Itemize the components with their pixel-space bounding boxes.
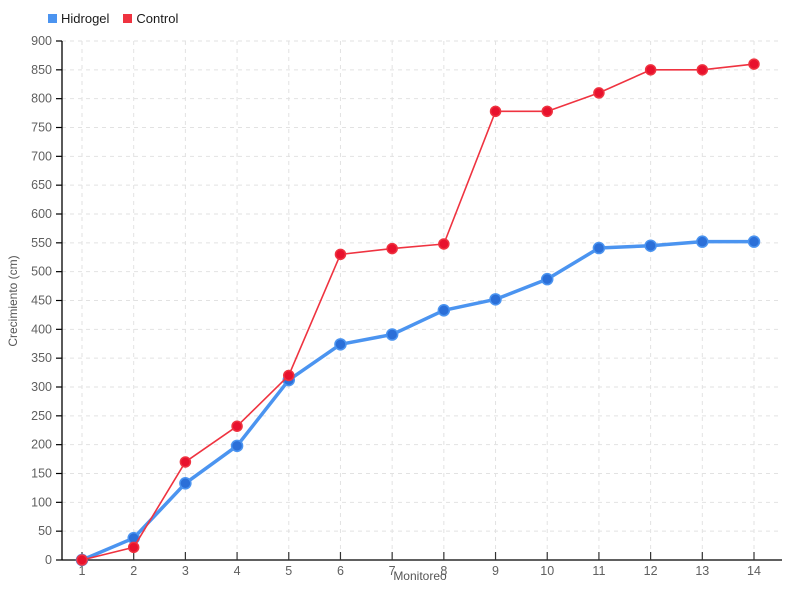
data-point-hidrogel — [489, 293, 502, 306]
data-point-hidrogel — [696, 235, 709, 248]
y-tick-label: 500 — [31, 265, 52, 279]
x-tick-label: 10 — [540, 564, 554, 578]
y-tick-label: 700 — [31, 149, 52, 163]
data-point-control — [386, 242, 398, 255]
legend-label-control: Control — [136, 11, 179, 26]
x-axis-label: Monitoreo — [393, 569, 447, 583]
series-line-hidrogel — [80, 239, 756, 562]
y-tick-label: 600 — [31, 207, 52, 221]
y-tick-label: 350 — [31, 351, 52, 365]
x-tick-label: 12 — [644, 564, 658, 578]
y-tick-label: 650 — [31, 178, 52, 192]
data-point-control — [541, 105, 553, 118]
y-tick-label: 750 — [31, 121, 52, 135]
y-tick-label: 450 — [31, 294, 52, 308]
y-tick-label: 250 — [31, 409, 52, 423]
legend-label-hidrogel: Hidrogel — [61, 11, 110, 26]
legend: Hidrogel Control — [48, 11, 178, 26]
y-tick-label: 150 — [31, 467, 52, 481]
data-point-control — [696, 64, 709, 76]
x-tick-label: 4 — [234, 564, 241, 578]
data-point-hidrogel — [334, 338, 347, 351]
data-point-hidrogel — [179, 477, 192, 490]
x-tick-label: 11 — [592, 564, 605, 578]
y-tick-label: 100 — [31, 495, 52, 509]
x-tick-label: 13 — [695, 564, 709, 578]
x-tick-label: 1 — [79, 564, 86, 578]
data-point-control — [283, 369, 295, 382]
x-tick-label: 3 — [182, 564, 189, 578]
data-point-control — [644, 64, 657, 76]
data-point-control — [593, 87, 605, 99]
x-tick-label: 5 — [285, 564, 292, 578]
x-tick-label: 7 — [389, 564, 396, 578]
y-axis-label: Crecimiento (cm) — [6, 255, 20, 347]
data-point-control — [489, 105, 502, 118]
data-point-hidrogel — [385, 328, 399, 341]
legend-swatch-control-icon — [123, 14, 133, 23]
x-tick-label: 14 — [747, 564, 761, 578]
y-tick-label: 300 — [31, 380, 52, 394]
legend-item-hidrogel: Hidrogel — [48, 11, 109, 26]
y-tick-label: 900 — [31, 34, 52, 48]
y-tick-label: 0 — [45, 553, 52, 567]
x-tick-label: 2 — [130, 564, 137, 578]
y-tick-label: 850 — [31, 63, 52, 77]
data-point-hidrogel — [747, 235, 761, 248]
x-tick-label: 6 — [337, 564, 344, 578]
data-point-control — [76, 554, 88, 566]
x-tick-label: 9 — [492, 564, 499, 578]
y-tick-label: 800 — [31, 92, 52, 106]
data-point-control — [127, 541, 140, 554]
x-tick-label: 8 — [440, 564, 447, 578]
legend-item-control: Control — [123, 11, 178, 26]
legend-swatch-hidrogel-icon — [48, 14, 57, 23]
data-point-control — [438, 238, 450, 250]
data-point-control — [231, 420, 243, 432]
y-tick-label: 550 — [31, 236, 52, 250]
data-point-hidrogel — [540, 272, 554, 286]
data-point-hidrogel — [437, 304, 451, 317]
data-point-control — [334, 248, 347, 261]
series-line-control — [81, 63, 755, 561]
y-tick-label: 50 — [38, 524, 52, 538]
data-point-hidrogel — [592, 241, 606, 255]
data-point-control — [179, 456, 192, 468]
data-point-hidrogel — [644, 239, 657, 252]
y-tick-label: 200 — [31, 438, 52, 452]
y-tick-label: 400 — [31, 322, 52, 336]
data-point-control — [748, 58, 760, 70]
data-point-hidrogel — [230, 439, 244, 453]
